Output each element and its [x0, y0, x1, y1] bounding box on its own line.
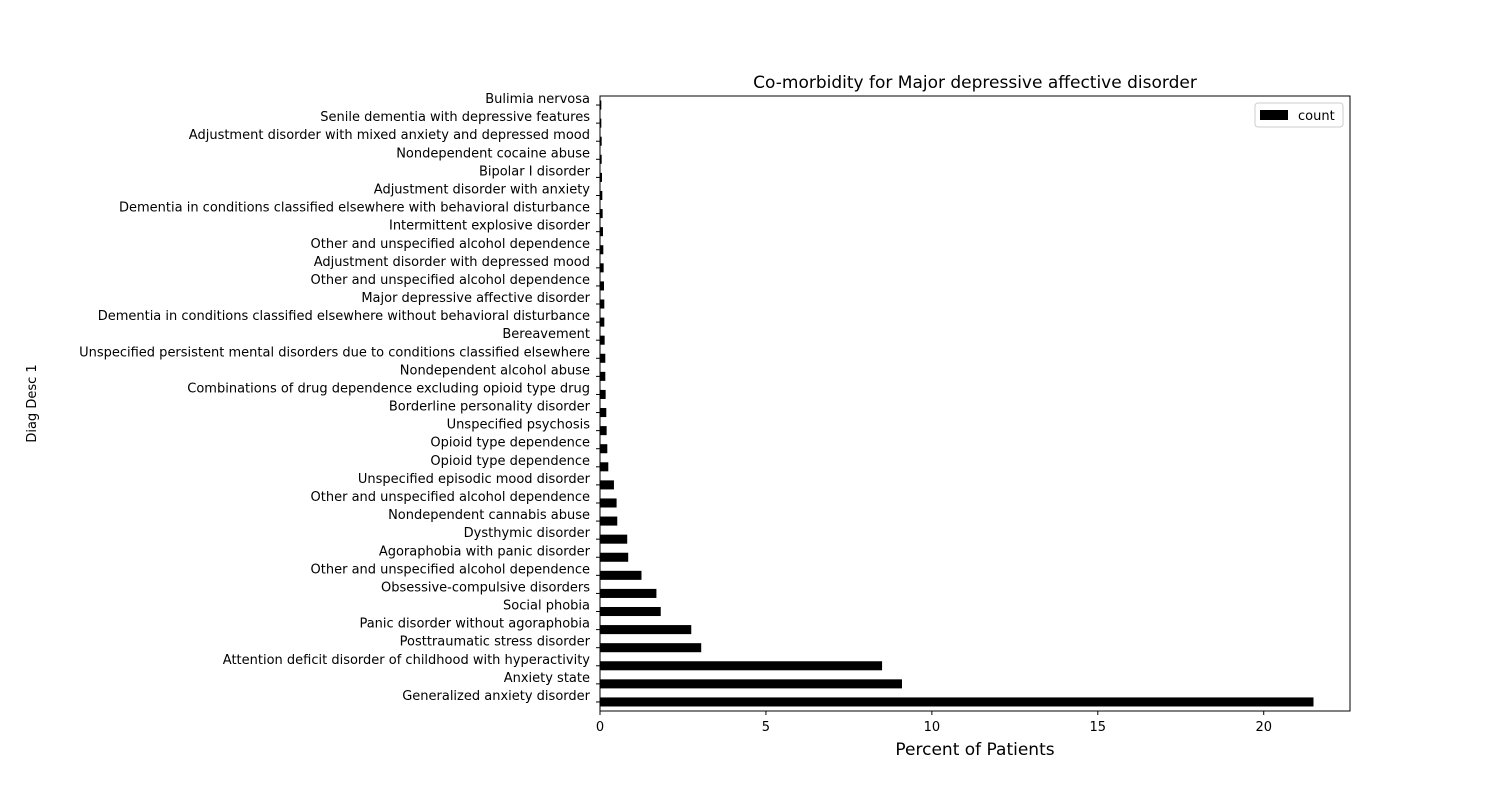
legend-box: [1254, 102, 1344, 128]
y-tick-label-14: Opioid type dependence: [430, 436, 590, 451]
y-tick-label-23: Other and unspecified alcohol dependence: [311, 273, 590, 288]
bar-27: [600, 209, 603, 219]
bar-19: [600, 353, 606, 363]
y-tick-label-17: Combinations of drug dependence excludin…: [187, 381, 590, 396]
y-tick-label-31: Adjustment disorder with mixed anxiety a…: [189, 128, 590, 143]
y-tick-label-18: Nondependent alcohol abuse: [400, 363, 590, 378]
bar-25: [600, 245, 604, 255]
bar-1: [600, 679, 902, 689]
bar-17: [600, 389, 606, 399]
bar-22: [600, 299, 605, 309]
y-tick-label-13: Opioid type dependence: [430, 454, 590, 469]
bar-18: [600, 371, 606, 381]
y-tick-label-22: Major depressive affective disorder: [361, 291, 590, 306]
y-tick-label-11: Other and unspecified alcohol dependence: [311, 490, 590, 505]
bar-3: [600, 643, 702, 653]
chart-title: Co-morbidity for Major depressive affect…: [753, 73, 1197, 93]
bar-28: [600, 190, 603, 201]
bar-29: [600, 172, 602, 182]
y-tick-label-29: Bipolar I disorder: [479, 164, 591, 179]
bar-23: [600, 281, 604, 291]
legend: count: [1254, 102, 1344, 128]
bar-8: [600, 552, 629, 562]
y-tick-label-6: Obsessive-compulsive disorders: [381, 580, 590, 595]
bar-7: [600, 570, 642, 580]
y-tick-label-28: Adjustment disorder with anxiety: [374, 182, 591, 197]
bar-2: [600, 661, 883, 671]
y-axis-label: Diag Desc 1: [25, 364, 40, 442]
y-tick-label-27: Dementia in conditions classified elsewh…: [119, 201, 590, 216]
bar-10: [600, 516, 618, 526]
bar-33: [600, 100, 602, 110]
bar-12: [600, 480, 614, 490]
y-tick-label-26: Intermittent explosive disorder: [389, 219, 591, 234]
bar-4: [600, 625, 692, 635]
x-tick-label-3: 15: [1090, 720, 1107, 735]
y-tick-label-1: Anxiety state: [504, 671, 590, 686]
y-tick-label-3: Posttraumatic stress disorder: [400, 635, 591, 650]
y-tick-label-4: Panic disorder without agoraphobia: [359, 617, 590, 632]
bar-24: [600, 263, 604, 273]
y-tick-label-33: Bulimia nervosa: [485, 92, 590, 107]
y-tick-label-25: Other and unspecified alcohol dependence: [311, 237, 590, 252]
y-tick-label-8: Agoraphobia with panic disorder: [379, 544, 591, 559]
x-tick-label-2: 10: [924, 720, 941, 735]
y-tick-label-0: Generalized anxiety disorder: [402, 689, 590, 704]
y-tick-label-2: Attention deficit disorder of childhood …: [223, 653, 591, 668]
y-tick-label-9: Dysthymic disorder: [464, 526, 591, 541]
y-tick-label-15: Unspecified psychosis: [447, 418, 591, 433]
bar-32: [600, 118, 602, 128]
y-tick-label-20: Bereavement: [502, 327, 590, 342]
legend-label: count: [1298, 109, 1335, 124]
bar-20: [600, 335, 605, 345]
x-tick-label-0: 0: [596, 720, 604, 735]
plot-frame: [599, 95, 1351, 712]
bar-14: [600, 444, 608, 454]
x-tick-label-1: 5: [762, 720, 770, 735]
bar-31: [600, 136, 602, 146]
bar-16: [600, 408, 607, 418]
bar-21: [600, 317, 605, 327]
bar-9: [600, 534, 628, 544]
bars-group: [600, 100, 1314, 707]
bar-26: [600, 227, 603, 237]
bar-0: [600, 697, 1314, 707]
y-tick-label-12: Unspecified episodic mood disorder: [358, 472, 591, 487]
y-tick-label-24: Adjustment disorder with depressed mood: [314, 255, 590, 270]
bar-6: [600, 588, 657, 598]
y-tick-label-7: Other and unspecified alcohol dependence: [311, 562, 590, 577]
y-tick-label-32: Senile dementia with depressive features: [320, 110, 590, 125]
x-axis-label: Percent of Patients: [895, 740, 1054, 760]
bar-30: [600, 154, 602, 164]
y-tick-label-19: Unspecified persistent mental disorders …: [79, 345, 590, 360]
bar-5: [600, 606, 661, 617]
y-tick-label-16: Borderline personality disorder: [389, 400, 591, 415]
y-tick-label-5: Social phobia: [503, 599, 590, 614]
y-ticks: Generalized anxiety disorder Anxiety stat…: [79, 92, 600, 704]
bar-15: [600, 426, 607, 436]
bar-13: [600, 462, 609, 472]
legend-swatch: [1260, 110, 1288, 120]
x-ticks: 0 5 10 15 20: [596, 711, 1272, 735]
bar-11: [600, 498, 617, 508]
y-tick-label-10: Nondependent cannabis abuse: [388, 508, 590, 523]
y-tick-label-21: Dementia in conditions classified elsewh…: [98, 309, 590, 324]
x-tick-label-4: 20: [1255, 720, 1272, 735]
y-tick-label-30: Nondependent cocaine abuse: [396, 146, 590, 161]
